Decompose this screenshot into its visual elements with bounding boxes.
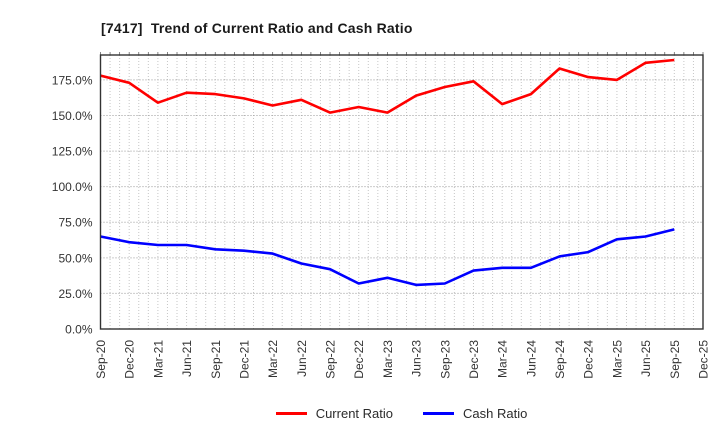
x-tick-label: Sep-24: [553, 340, 567, 379]
x-tick-label: Mar-21: [151, 340, 165, 378]
x-tick-label: Sep-22: [324, 340, 338, 379]
x-tick-label: Mar-24: [496, 340, 510, 378]
x-tick-label: Dec-23: [467, 340, 481, 379]
x-tick-label: Jun-23: [410, 340, 424, 377]
current-ratio-line: [100, 58, 675, 114]
x-tick-label: Dec-20: [123, 340, 137, 379]
y-tick-label: 25.0%: [58, 287, 92, 301]
y-tick-label: 125.0%: [52, 145, 93, 159]
x-tick-label: Sep-25: [668, 340, 682, 379]
x-tick-label: Dec-21: [237, 340, 251, 379]
plot-frame: [99, 54, 704, 330]
x-tick-label: Mar-25: [610, 340, 624, 378]
cash-ratio-line: [100, 228, 675, 287]
x-tick-label: Jun-21: [180, 340, 194, 377]
x-tick-label: Dec-24: [582, 340, 596, 379]
legend-item-cash-ratio: Cash Ratio: [423, 406, 527, 421]
y-tick-label: 75.0%: [58, 216, 92, 230]
y-tick-label: 150.0%: [52, 109, 93, 123]
y-tick-label: 175.0%: [52, 73, 93, 87]
legend-item-current-ratio: Current Ratio: [275, 406, 393, 421]
x-tick-label: Dec-25: [697, 340, 711, 379]
x-tick-label: Sep-23: [438, 340, 452, 379]
x-tick-label: Sep-20: [94, 340, 108, 379]
chart-title: [7417] Trend of Current Ratio and Cash R…: [101, 20, 413, 36]
x-tick-label: Mar-23: [381, 340, 395, 378]
legend-label-cash-ratio: Cash Ratio: [463, 406, 528, 421]
y-tick-label: 50.0%: [58, 251, 92, 265]
x-tick-label: Dec-22: [352, 340, 366, 379]
x-tick-label: Jun-22: [295, 340, 309, 377]
x-tick-label: Jun-24: [524, 340, 538, 377]
legend: Current Ratio Cash Ratio: [100, 406, 703, 421]
y-tick-label: 0.0%: [65, 323, 93, 337]
cash-ratio-line-swatch: [423, 412, 454, 415]
current-ratio-line-swatch: [275, 412, 307, 415]
legend-label-current-ratio: Current Ratio: [315, 406, 393, 421]
x-tick-label: Jun-25: [639, 340, 653, 377]
x-tick-label: Sep-21: [209, 340, 223, 379]
y-tick-label: 100.0%: [52, 180, 93, 194]
x-tick-label: Mar-22: [266, 340, 280, 378]
